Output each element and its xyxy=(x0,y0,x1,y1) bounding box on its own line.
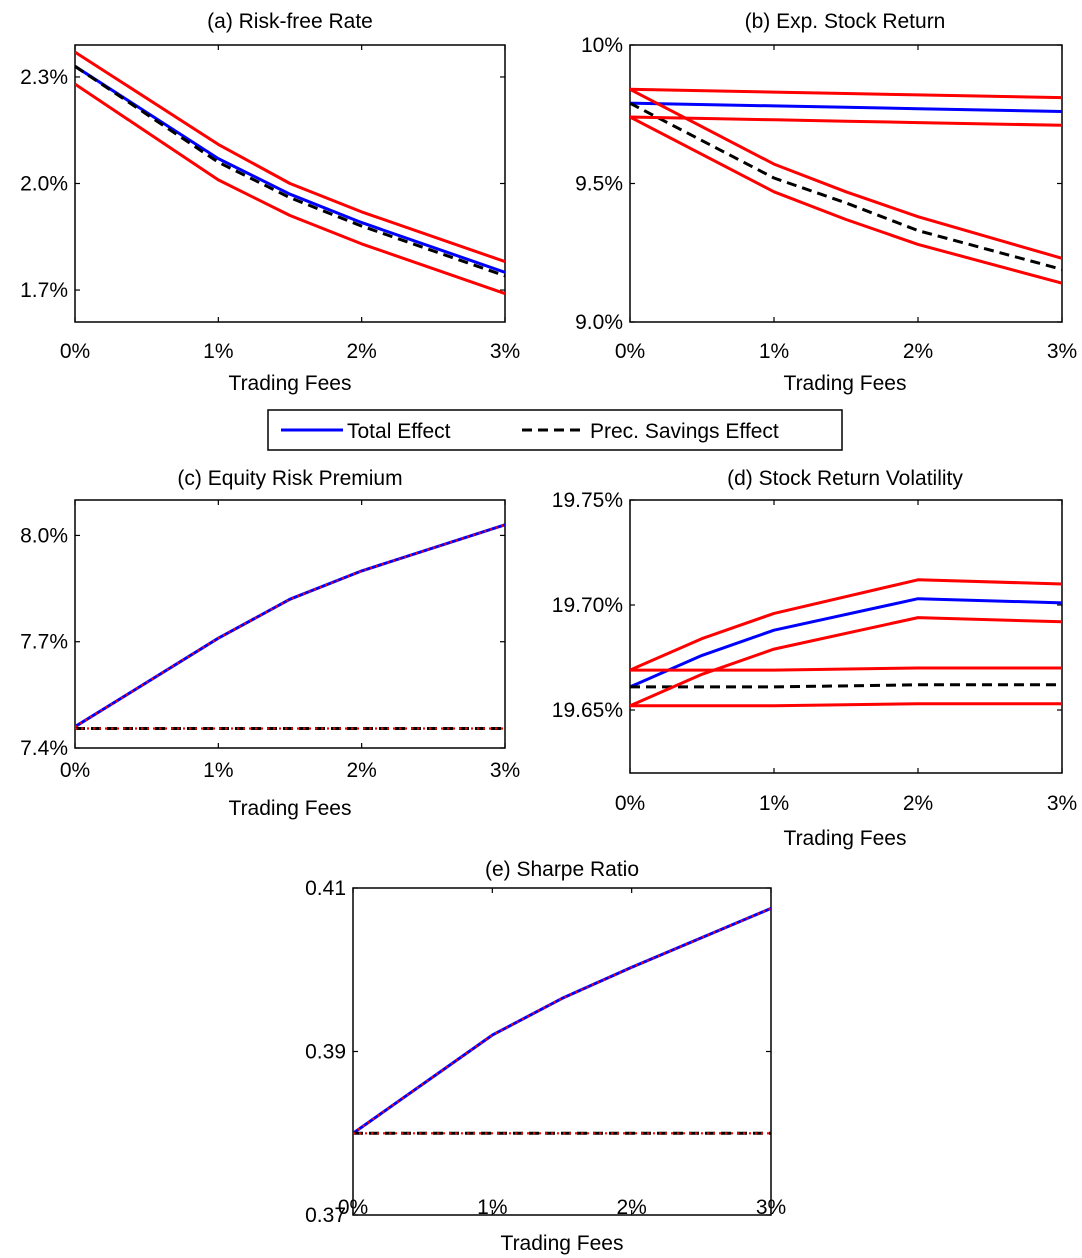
total-effect-line xyxy=(630,597,1062,689)
x-axis-label: Trading Fees xyxy=(501,1232,624,1255)
x-tick-label: 0% xyxy=(615,340,645,363)
panel-a-risk-free-rate: (a) Risk-free Rate Trading Fees 1.7% 2.0%… xyxy=(20,10,520,395)
panel-d-stock-return-volatility: (d) Stock Return Volatility Trading Fees… xyxy=(552,467,1077,850)
x-tick-label: 0% xyxy=(60,340,90,363)
x-tick-label: 1% xyxy=(477,1196,507,1219)
y-tick-label: 9.0% xyxy=(575,311,623,334)
x-axis-label: Trading Fees xyxy=(784,372,907,395)
x-tick-label: 0% xyxy=(615,792,645,815)
x-tick-label: 1% xyxy=(203,759,233,782)
panel-b-exp-stock-return: (b) Exp. Stock Return Trading Fees 9.0% 9… xyxy=(575,10,1077,395)
legend-label-total-effect: Total Effect xyxy=(347,420,451,443)
prec-savings-effect-line xyxy=(75,65,505,278)
total-effect-line xyxy=(75,523,505,728)
panel-title: (d) Stock Return Volatility xyxy=(727,467,963,490)
y-tick-label: 2.3% xyxy=(20,66,68,89)
x-tick-label: 3% xyxy=(490,759,520,782)
x-tick-label: 1% xyxy=(759,340,789,363)
x-tick-label: 2% xyxy=(903,340,933,363)
y-tick-label: 19.70% xyxy=(552,594,623,617)
y-tick-label: 1.7% xyxy=(20,279,68,302)
y-tick-label: 19.65% xyxy=(552,699,623,722)
x-tick-label: 2% xyxy=(346,759,376,782)
panel-title: (a) Risk-free Rate xyxy=(207,10,373,33)
legend-label-prec-savings-effect: Prec. Savings Effect xyxy=(590,420,779,443)
x-tick-label: 3% xyxy=(756,1196,786,1219)
y-tick-label: 2.0% xyxy=(20,173,68,196)
y-tick-label: 0.39 xyxy=(305,1041,346,1064)
x-tick-label: 2% xyxy=(346,340,376,363)
panel-c-equity-risk-premium: (c) Equity Risk Premium Trading Fees 7.4… xyxy=(20,467,520,820)
y-tick-label: 8.0% xyxy=(20,524,68,547)
panel-title: (b) Exp. Stock Return xyxy=(745,10,946,33)
panel-title: (c) Equity Risk Premium xyxy=(177,467,402,490)
confidence-band-line xyxy=(630,115,1062,285)
confidence-band-line xyxy=(630,115,1062,127)
x-tick-label: 3% xyxy=(1047,340,1077,363)
x-tick-label: 2% xyxy=(903,792,933,815)
panel-title: (e) Sharpe Ratio xyxy=(485,858,639,881)
confidence-band-line xyxy=(630,87,1062,100)
confidence-band-line xyxy=(75,82,505,296)
y-tick-label: 7.7% xyxy=(20,631,68,654)
confidence-band-line xyxy=(630,578,1062,672)
x-tick-label: 1% xyxy=(759,792,789,815)
total-effect-line xyxy=(353,907,771,1135)
y-tick-label: 10% xyxy=(581,34,623,57)
x-tick-label: 0% xyxy=(60,759,90,782)
x-tick-label: 3% xyxy=(1047,792,1077,815)
y-tick-label: 19.75% xyxy=(552,489,623,512)
x-axis-label: Trading Fees xyxy=(229,797,352,820)
x-axis-label: Trading Fees xyxy=(784,827,907,850)
confidence-band-line xyxy=(75,50,505,264)
confidence-band-line xyxy=(630,666,1062,672)
x-tick-label: 2% xyxy=(616,1196,646,1219)
legend: Total Effect Prec. Savings Effect xyxy=(267,409,843,451)
axes-frame xyxy=(629,499,1063,774)
x-axis-label: Trading Fees xyxy=(229,372,352,395)
x-tick-label: 1% xyxy=(203,340,233,363)
x-tick-label: 3% xyxy=(490,340,520,363)
x-tick-label: 0% xyxy=(338,1196,368,1219)
y-tick-label: 7.4% xyxy=(20,737,68,760)
confidence-band-line xyxy=(630,616,1062,708)
total-effect-line xyxy=(75,65,505,274)
total-effect-line xyxy=(630,101,1062,113)
confidence-band-line xyxy=(630,87,1062,260)
axes-frame xyxy=(74,499,506,749)
confidence-band-line xyxy=(630,702,1062,708)
panel-e-sharpe-ratio: (e) Sharpe Ratio Trading Fees 0.37 0.39 0.… xyxy=(305,858,786,1255)
y-tick-label: 0.37 xyxy=(305,1204,346,1227)
y-tick-label: 9.5% xyxy=(575,173,623,196)
y-tick-label: 0.41 xyxy=(305,877,346,900)
prec-savings-effect-line xyxy=(630,683,1062,689)
